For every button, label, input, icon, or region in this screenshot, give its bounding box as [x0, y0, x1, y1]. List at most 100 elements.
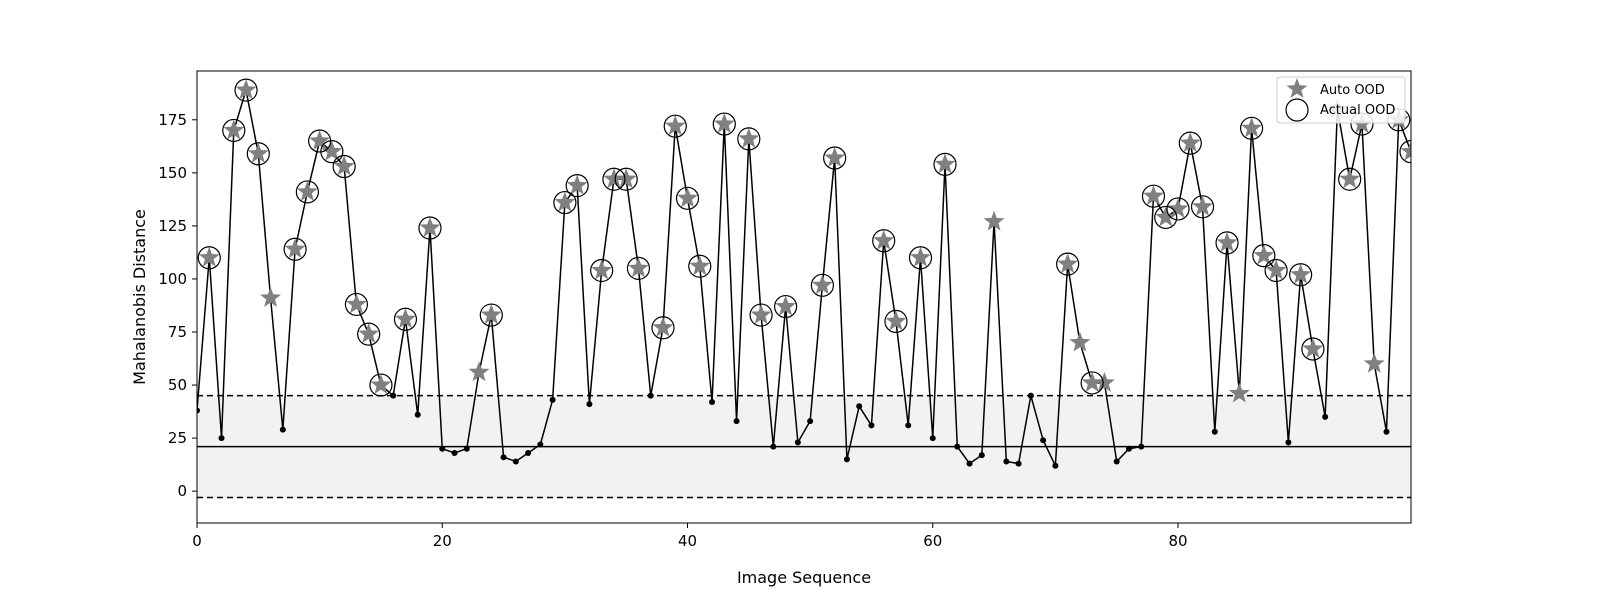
auto-ood-star	[873, 229, 895, 250]
actual-ood-circle	[1080, 371, 1104, 395]
auto-ood-star	[677, 187, 698, 208]
x-tick-label: 20	[433, 532, 452, 550]
actual-ood-circle	[908, 246, 933, 270]
auto-ood-star	[1241, 117, 1263, 138]
data-point	[1285, 439, 1292, 446]
auto-ood-star	[321, 140, 343, 161]
actual-ood-circle	[749, 303, 773, 327]
auto-ood-star	[333, 155, 355, 176]
legend-circle-icon	[1285, 98, 1309, 122]
actual-ood-circle	[418, 216, 442, 240]
y-axis: 0 25 50 75 100 125 150 175	[158, 111, 197, 500]
actual-ood-circle	[651, 316, 675, 340]
legend-box	[1276, 76, 1406, 124]
actual-ood-circle	[1166, 197, 1190, 221]
x-axis: 0 20 40 60 80	[192, 523, 1188, 550]
actual-ood-circle	[712, 112, 736, 136]
auto-ood-star	[983, 210, 1005, 231]
actual-ood-circle	[590, 258, 614, 283]
actual-ood-circle	[737, 127, 761, 151]
actual-ood-circle	[1264, 258, 1288, 283]
auto-ood-star	[775, 295, 797, 316]
data-point	[1125, 445, 1132, 452]
auto-ood-star	[934, 153, 956, 174]
auto-ood-star	[370, 374, 392, 394]
actual-ood-circle	[357, 322, 381, 346]
auto-ood-star	[235, 79, 257, 99]
data-point	[218, 435, 225, 442]
data-point	[525, 449, 532, 456]
auto-ood-star	[750, 304, 772, 324]
actual-ood-circle	[823, 146, 847, 170]
auto-ood-star	[198, 246, 220, 267]
actual-ood-circle	[1154, 205, 1178, 230]
actual-ood-circle	[197, 246, 221, 270]
auto-ood-star	[713, 113, 735, 133]
actual-ood-circle	[774, 294, 798, 319]
auto-ood-star	[1167, 197, 1189, 218]
actual-ood-circle	[872, 229, 896, 253]
data-point	[197, 407, 200, 414]
y-tick-label: 150	[158, 164, 187, 182]
y-tick-label: 75	[168, 323, 187, 341]
data-point	[1040, 437, 1047, 444]
data-point	[1138, 443, 1145, 450]
actual-ood-circle	[884, 309, 908, 334]
data-point	[733, 418, 740, 425]
auto-ood-star	[689, 255, 711, 276]
auto-ood-star	[1192, 195, 1213, 216]
data-point	[1052, 462, 1059, 469]
auto-ood-star	[358, 323, 380, 344]
data-point	[856, 403, 863, 410]
auto-ood-star	[738, 127, 760, 148]
actual-ood-circle	[1289, 263, 1313, 287]
actual-ood-circle	[283, 237, 307, 261]
actual-ood-circle	[810, 273, 834, 297]
actual-ood-circle	[553, 190, 577, 215]
legend-star-shape	[1286, 78, 1308, 98]
actual-ood-circle	[332, 154, 356, 179]
auto-ood-star	[1179, 132, 1201, 153]
auto-ood-star	[296, 180, 318, 201]
actual-ood-circle	[393, 307, 418, 331]
actual-ood-circle	[1239, 116, 1264, 140]
data-point	[807, 418, 814, 425]
y-tick-label: 125	[158, 217, 187, 235]
actual-ood-circle	[320, 140, 344, 164]
auto-ood-star	[824, 147, 846, 167]
y-tick-label: 0	[177, 482, 187, 500]
actual-ood-circle	[1399, 140, 1411, 164]
y-tick-label: 100	[158, 270, 187, 288]
auto-ood-star	[554, 191, 576, 212]
actual-ood-circle	[565, 173, 589, 198]
data-point	[1027, 392, 1034, 399]
auto-ood-star	[1155, 206, 1177, 227]
auto-ood-star	[419, 217, 441, 237]
data-point	[414, 411, 421, 418]
auto-ood-star	[1400, 140, 1411, 161]
auto-ood-star	[260, 287, 282, 307]
data-point	[1015, 460, 1022, 467]
auto-ood-star	[811, 274, 833, 295]
actual-ood-circle	[1338, 167, 1362, 191]
data-point	[1322, 413, 1329, 420]
data-point	[549, 396, 556, 403]
auto-ood-star	[652, 316, 674, 337]
auto-ood-star	[345, 293, 367, 314]
actual-ood-circle	[1141, 184, 1166, 208]
data-point	[439, 445, 446, 452]
actual-ood-circle	[1190, 195, 1215, 219]
actual-ood-circle	[1215, 231, 1239, 255]
threshold-lines	[197, 394, 1411, 499]
data-point	[537, 441, 544, 448]
auto-ood-star	[1302, 337, 1324, 358]
actual-ood-circle	[626, 256, 651, 280]
auto-ood-star	[1363, 352, 1385, 373]
auto-ood-star	[1216, 231, 1238, 252]
auto-ood-star	[910, 246, 931, 267]
data-point	[709, 399, 716, 406]
data-point	[843, 456, 850, 463]
data-point	[279, 426, 286, 433]
actual-ood-circle	[234, 78, 258, 102]
